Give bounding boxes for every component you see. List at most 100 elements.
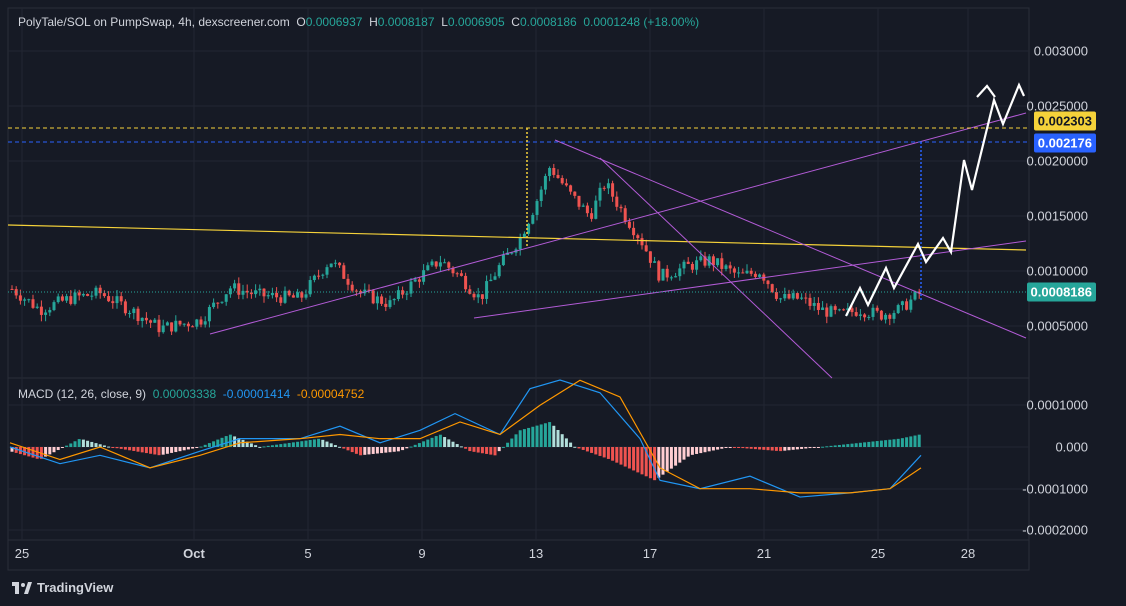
macd-histogram-bar (119, 447, 123, 449)
hist-value: -0.00004752 (296, 387, 365, 401)
macd-histogram-bar (493, 447, 497, 456)
candle-body (401, 290, 405, 295)
macd-histogram-bar (703, 447, 707, 453)
candle-body (627, 221, 631, 228)
macd-histogram-bar (485, 447, 489, 454)
macd-histogram-bar (115, 447, 119, 449)
candle-body (409, 281, 413, 294)
signal-value: -0.00001414 (222, 387, 291, 401)
macd-histogram-bar (846, 444, 850, 447)
candle-body (81, 294, 85, 296)
macd-histogram-bar (724, 447, 728, 448)
macd-histogram-bar (443, 437, 447, 447)
candle-body (161, 325, 165, 333)
candle-body (909, 299, 913, 310)
macd-histogram-bar (60, 447, 64, 448)
macd-histogram-bar (863, 442, 867, 447)
macd-histogram-bar (842, 444, 846, 447)
macd-histogram-bar (165, 447, 169, 454)
macd-histogram-bar (81, 439, 85, 447)
macd-histogram-bar (380, 447, 384, 454)
macd-histogram-bar (497, 447, 501, 452)
macd-histogram-bar (157, 447, 161, 456)
macd-histogram-bar (98, 444, 102, 447)
candle-body (44, 312, 48, 315)
macd-histogram-bar (615, 447, 619, 463)
macd-histogram-bar (359, 447, 363, 456)
tradingview-logo[interactable]: TradingView (12, 580, 113, 595)
macd-histogram-bar (892, 439, 896, 447)
macd-histogram-bar (27, 447, 31, 457)
macd-histogram-bar (279, 444, 283, 447)
candle-body (854, 312, 858, 316)
macd-histogram-bar (661, 447, 665, 475)
candle-body (888, 314, 892, 319)
macd-histogram-bar (52, 447, 56, 453)
candle-body (758, 274, 762, 277)
candle-body (18, 295, 22, 301)
macd-histogram-bar (745, 447, 749, 449)
date-tick: 28 (960, 546, 976, 561)
candle-body (287, 290, 291, 296)
candle-body (720, 258, 724, 269)
candle-body (577, 195, 581, 207)
macd-histogram-bar (270, 445, 274, 447)
macd-histogram-bar (556, 429, 560, 447)
candle-body (846, 308, 850, 311)
candle-body (447, 262, 451, 268)
candle-body (699, 256, 703, 261)
macd-histogram-bar (644, 447, 648, 477)
macd-histogram-bar (170, 447, 174, 453)
macd-histogram-bar (917, 434, 921, 447)
candle-body (140, 317, 144, 321)
macd-histogram-bar (686, 447, 690, 457)
macd-histogram-bar (102, 445, 106, 447)
macd-histogram-bar (464, 447, 468, 449)
macd-histogram-bar (829, 445, 833, 447)
candle-body (199, 319, 203, 325)
candle-body (464, 275, 468, 290)
macd-tick: 0.0001000 (1026, 397, 1088, 413)
macd-histogram-bar (86, 440, 90, 447)
candle-body (207, 307, 211, 322)
macd-histogram-bar (132, 447, 136, 451)
candle-body (678, 268, 682, 277)
macd-histogram-bar (317, 438, 321, 447)
last-price-tag: 0.0008186 (1026, 282, 1096, 302)
macd-histogram-bar (619, 447, 623, 465)
candle-body (216, 302, 220, 304)
macd-histogram-bar (577, 447, 581, 449)
low-value: 0.0006905 (447, 15, 505, 29)
macd-histogram-bar (552, 425, 556, 447)
macd-histogram-bar (879, 440, 883, 447)
candle-body (892, 313, 896, 319)
macd-histogram-bar (174, 447, 178, 453)
candle-body (753, 273, 757, 277)
macd-histogram-bar (338, 446, 342, 448)
macd-histogram-bar (669, 447, 673, 469)
candle-body (724, 265, 728, 269)
macd-histogram-bar (472, 447, 476, 452)
macd-histogram-bar (161, 447, 165, 455)
candle-body (485, 281, 489, 299)
macd-histogram-bar (535, 425, 539, 447)
macd-histogram-bar (560, 434, 564, 447)
macd-histogram-bar (73, 441, 77, 447)
macd-histogram-bar (728, 447, 732, 448)
candle-body (245, 290, 249, 293)
macd-histogram-bar (262, 446, 266, 448)
macd-histogram-bar (346, 447, 350, 451)
macd-histogram-bar (896, 438, 900, 447)
macd-histogram-bar (186, 447, 190, 450)
macd-histogram-bar (241, 439, 245, 447)
candle-body (14, 289, 18, 296)
candle-body (346, 278, 350, 285)
candle-body (728, 265, 732, 269)
candle-body (711, 256, 715, 266)
signal-line (9, 379, 922, 494)
macd-histogram-bar (699, 447, 703, 454)
candle-body (380, 296, 384, 304)
macd-histogram-bar (35, 447, 39, 459)
candle-body (795, 293, 799, 299)
